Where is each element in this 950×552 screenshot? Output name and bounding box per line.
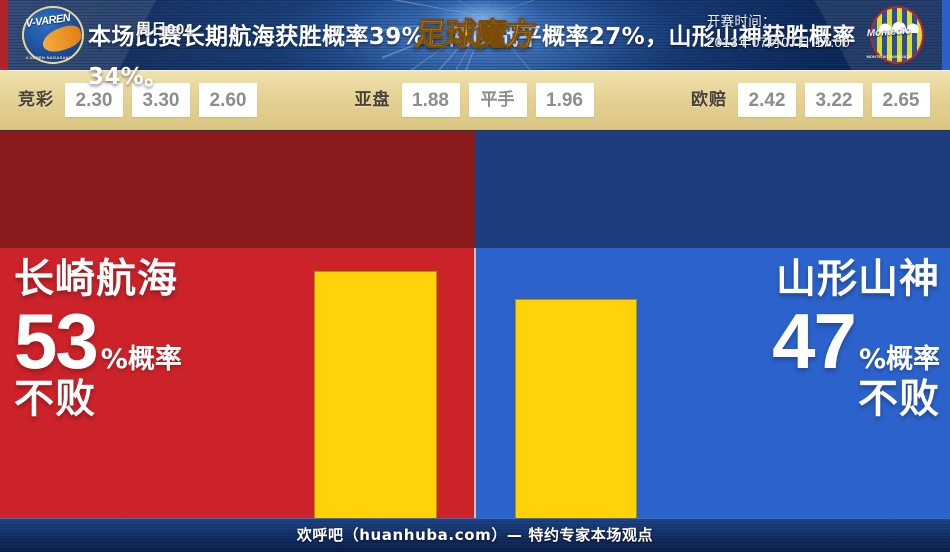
summary-banner-right-bg [475,131,950,248]
summary-banner-left-bg [0,131,475,248]
header-edge-stripe-red [0,0,8,70]
odds-jingcai-draw[interactable]: 3.30 [132,83,190,117]
home-probability-suffix: %概率 [100,344,182,376]
home-outcome-label: 不败 [14,375,96,422]
kickoff-value: 2013年07月07日 17:00 [706,34,850,50]
footer-credit-text: 欢呼吧（huanhuba.com）— 特约专家本场观点 [296,526,654,544]
away-team-panel: 山形山神 47 %概率 不败 [475,248,950,518]
odds-european-away[interactable]: 2.65 [872,83,930,117]
odds-asian-home[interactable]: 1.88 [401,83,460,117]
home-team-crest-icon: V-VAREN V-VAREN NAGASAKI [16,4,90,66]
away-team-name: 山形山神 [776,256,940,302]
probability-chart-area: 长崎航海 53 %概率 不败 山形山神 47 %概率 不败 [0,248,950,518]
away-outcome-label: 不败 [858,375,940,422]
summary-banner [0,131,950,248]
kickoff-time-block: 开赛时间： 2013年07月07日 17:00 [707,12,850,54]
home-crest-band: V-VAREN NAGASAKI [25,55,71,60]
away-probability-suffix: %概率 [858,344,940,376]
footer-bar: 欢呼吧（huanhuba.com）— 特约专家本场观点 [0,518,950,552]
odds-group-jingcai: 竞彩 2.30 3.30 2.60 [18,83,257,117]
odds-label-european: 欧赔 [691,89,727,110]
home-probability-bar [314,271,437,518]
kickoff-label: 开赛时间： [706,14,776,29]
home-team-panel: 长崎航海 53 %概率 不败 [0,248,475,518]
panel-divider [474,248,476,518]
match-number-label: 周日004 [136,21,194,38]
brand-logo-text: 足球魔方 [413,16,537,53]
odds-asian-handicap[interactable]: 平手 [468,83,527,117]
home-probability-value: 53 [14,297,99,386]
header-edge-stripe-blue [942,0,950,70]
away-team-stats: 山形山神 47 %概率 不败 [640,256,940,422]
home-team-stats: 长崎航海 53 %概率 不败 [14,256,314,422]
odds-group-asian: 亚盘 1.88 平手 1.96 [355,83,594,117]
home-team-name: 长崎航海 [14,256,178,302]
odds-label-asian: 亚盘 [354,89,391,110]
site-brand-logo: 足球魔方 [382,0,568,70]
away-team-crest-icon: Montedio MONTEDIO YAMAGATA [862,4,932,66]
odds-label-jingcai: 竞彩 [18,89,54,110]
away-crest-band: MONTEDIO YAMAGATA [866,54,912,59]
odds-european-home[interactable]: 2.42 [738,83,796,117]
away-probability-value: 47 [772,297,857,386]
odds-asian-away[interactable]: 1.96 [535,83,594,117]
odds-bar: 竞彩 2.30 3.30 2.60 亚盘 1.88 平手 1.96 欧赔 2.4… [0,70,950,130]
odds-european-draw[interactable]: 3.22 [805,83,863,117]
odds-jingcai-away[interactable]: 2.60 [199,83,257,117]
odds-jingcai-home[interactable]: 2.30 [65,83,123,117]
odds-group-european: 欧赔 2.42 3.22 2.65 [691,83,930,117]
away-probability-bar [515,299,637,518]
